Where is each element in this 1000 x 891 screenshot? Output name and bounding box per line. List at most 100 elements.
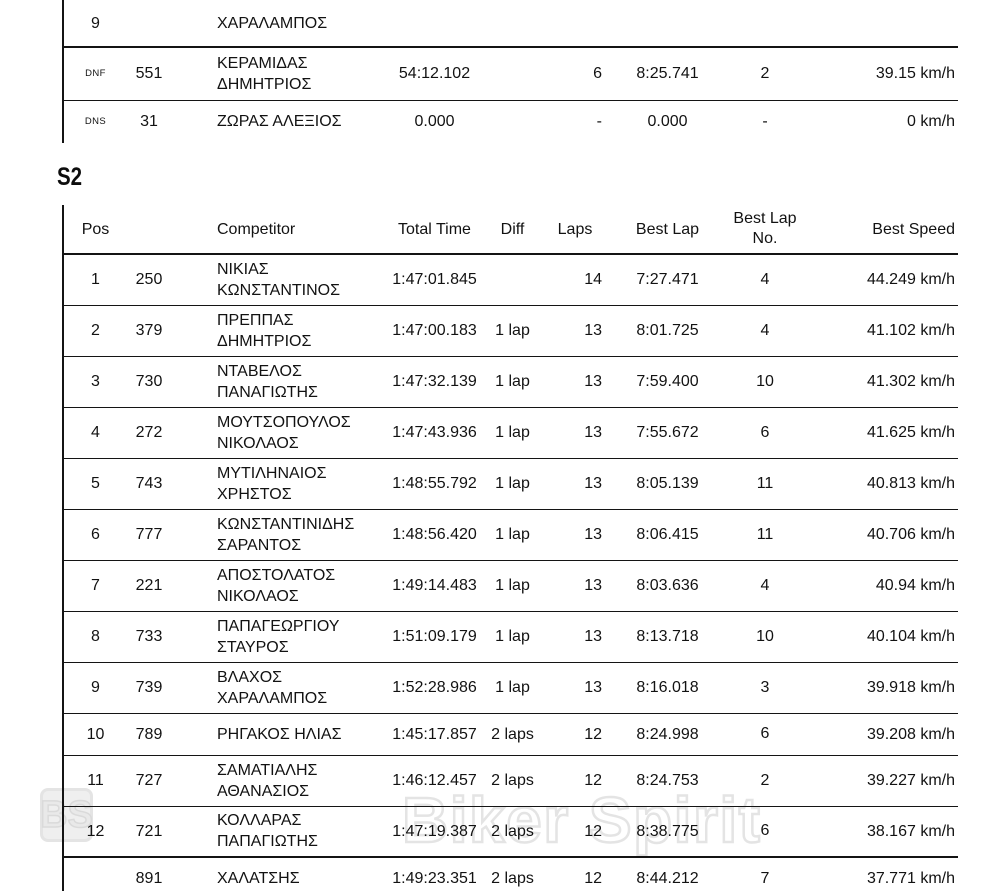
laps-cell: 13 <box>540 458 610 510</box>
best-lap-no-cell: 11 <box>725 458 805 510</box>
best-speed-cell: 41.625 km/h <box>805 407 958 459</box>
competitor-name-cell: ΧΑΡΑΛΑΜΠΟΣ <box>179 0 384 48</box>
total-time-cell: 1:45:17.857 <box>384 713 485 756</box>
total-time-cell: 1:47:19.387 <box>384 806 485 858</box>
competitor-name-cell: ΜΥΤΙΛΗΝΑΙΟΣ ΧΡΗΣΤΟΣ <box>179 458 384 510</box>
best-lap-cell: 8:01.725 <box>610 305 725 357</box>
competitor-number-cell: 31 <box>140 113 158 131</box>
column-header-best-speed: Best Speed <box>805 205 958 255</box>
result-row: 9 739 ΒΛΑΧΟΣ ΧΑΡΑΛΑΜΠΟΣ 1:52:28.986 1 la… <box>63 662 958 714</box>
total-time-cell: 1:46:12.457 <box>384 755 485 807</box>
best-lap-cell: 8:24.998 <box>610 713 725 756</box>
competitor-number-cell: 891 <box>135 870 163 887</box>
laps-cell: 12 <box>540 806 610 858</box>
laps-cell: 13 <box>540 305 610 357</box>
result-row: 3 730 ΝΤΑΒΕΛΟΣ ΠΑΝΑΓΙΩΤΗΣ 1:47:32.139 1 … <box>63 356 958 408</box>
position-cell: 5 <box>63 458 119 510</box>
total-time-cell: 54:12.102 <box>384 47 485 101</box>
best-lap-cell: 8:03.636 <box>610 560 725 612</box>
best-lap-no-cell: 4 <box>725 305 805 357</box>
competitor-number-cell: 733 <box>119 611 179 663</box>
best-lap-no-cell: 7 <box>760 869 770 887</box>
best-speed-cell: 39.208 km/h <box>805 713 958 756</box>
best-lap-no-cell: 4 <box>725 254 805 306</box>
column-header-competitor: Competitor <box>179 205 384 255</box>
best-speed-cell: 40.94 km/h <box>805 560 958 612</box>
competitor-name-cell: ΖΩΡΑΣ ΑΛΕΞΙΟΣ <box>217 113 342 131</box>
competitor-number-cell: 551 <box>119 47 179 101</box>
section-heading-s2: S2 <box>57 163 83 191</box>
position-cell: 9 <box>63 0 119 48</box>
competitor-name-cell: ΠΑΠΑΓΕΩΡΓΙΟΥ ΣΤΑΥΡΟΣ <box>179 611 384 663</box>
position-cell: 3 <box>63 356 119 408</box>
position-cell: 6 <box>63 509 119 561</box>
result-row: 6 777 ΚΩΝΣΤΑΝΤΙΝΙΔΗΣ ΣΑΡΑΝΤΟΣ 1:48:56.42… <box>63 509 958 561</box>
position-cell: 11 <box>63 755 119 807</box>
best-speed-cell: 40.813 km/h <box>805 458 958 510</box>
position-cell: 1 <box>63 254 119 306</box>
competitor-name-cell: ΒΛΑΧΟΣ ΧΑΡΑΛΑΜΠΟΣ <box>179 662 384 714</box>
best-lap-cell: 0.000 <box>647 113 688 131</box>
result-row: 12 721 ΚΟΛΛΑΡΑΣ ΠΑΠΑΓΙΩΤΗΣ 1:47:19.387 2… <box>63 806 958 858</box>
best-lap-no-cell: 2 <box>725 755 805 807</box>
competitor-name-cell: ΜΟΥΤΣΟΠΟΥΛΟΣ ΝΙΚΟΛΑΟΣ <box>179 407 384 459</box>
column-header-laps: Laps <box>540 205 610 255</box>
total-time-cell: 1:47:01.845 <box>384 254 485 306</box>
position-cell: 8 <box>63 611 119 663</box>
header-row: Pos Competitor Total Time Diff Laps Best… <box>63 205 958 255</box>
diff-cell <box>485 100 540 143</box>
result-row: 5 743 ΜΥΤΙΛΗΝΑΙΟΣ ΧΡΗΣΤΟΣ 1:48:55.792 1 … <box>63 458 958 510</box>
laps-cell: 13 <box>540 509 610 561</box>
best-lap-no-cell: 6 <box>725 806 805 858</box>
best-lap-no-cell: 6 <box>725 713 805 756</box>
best-speed-cell: 40.104 km/h <box>805 611 958 663</box>
best-lap-cell: 7:59.400 <box>610 356 725 408</box>
position-cell: DNF <box>63 47 119 101</box>
result-row: DNS 31 ΖΩΡΑΣ ΑΛΕΞΙΟΣ 0.000 - 0.000 - 0 k… <box>63 100 958 143</box>
diff-cell: 1 lap <box>485 611 540 663</box>
diff-cell: 2 laps <box>491 870 534 887</box>
competitor-number-cell: 739 <box>119 662 179 714</box>
competitor-name-cell: ΝΙΚΙΑΣ ΚΩΝΣΤΑΝΤΙΝΟΣ <box>179 254 384 306</box>
best-speed-cell: 39.15 km/h <box>805 47 958 101</box>
best-lap-cell: 7:27.471 <box>610 254 725 306</box>
laps-cell: - <box>596 113 602 131</box>
total-time-cell: 1:47:43.936 <box>384 407 485 459</box>
best-speed-cell: 41.302 km/h <box>805 356 958 408</box>
total-time-cell: 1:47:32.139 <box>384 356 485 408</box>
position-cell: 10 <box>63 713 119 756</box>
best-lap-cell: 8:05.139 <box>610 458 725 510</box>
best-speed-cell: 37.771 km/h <box>866 870 955 887</box>
competitor-number-cell: 789 <box>119 713 179 756</box>
result-row: 7 221 ΑΠΟΣΤΟΛΑΤΟΣ ΝΙΚΟΛΑΟΣ 1:49:14.483 1… <box>63 560 958 612</box>
laps-cell: 14 <box>540 254 610 306</box>
laps-cell: 13 <box>540 662 610 714</box>
best-lap-cell <box>610 0 725 48</box>
competitor-name-cell: ΝΤΑΒΕΛΟΣ ΠΑΝΑΓΙΩΤΗΣ <box>179 356 384 408</box>
best-speed-cell: 39.227 km/h <box>805 755 958 807</box>
diff-cell: 1 lap <box>485 560 540 612</box>
diff-cell <box>485 0 540 48</box>
competitor-number-cell: 272 <box>119 407 179 459</box>
laps-cell: 12 <box>584 870 602 887</box>
competitor-number-cell: 721 <box>119 806 179 858</box>
competitor-number-cell: 379 <box>119 305 179 357</box>
result-row: 891 ΧΑΛΑΤΣΗΣ 1:49:23.351 2 laps 12 8:44.… <box>63 857 958 891</box>
best-speed-cell: 0 km/h <box>906 113 955 131</box>
competitor-name-cell: ΑΠΟΣΤΟΛΑΤΟΣ ΝΙΚΟΛΑΟΣ <box>179 560 384 612</box>
result-row: 1 250 ΝΙΚΙΑΣ ΚΩΝΣΤΑΝΤΙΝΟΣ 1:47:01.845 14… <box>63 254 958 306</box>
best-lap-cell: 8:13.718 <box>610 611 725 663</box>
competitor-name-cell: ΚΩΝΣΤΑΝΤΙΝΙΔΗΣ ΣΑΡΑΝΤΟΣ <box>179 509 384 561</box>
best-lap-cell: 8:24.753 <box>610 755 725 807</box>
competitor-number-cell: 250 <box>119 254 179 306</box>
competitor-name-cell: ΧΑΛΑΤΣΗΣ <box>217 870 300 887</box>
best-lap-cell: 7:55.672 <box>610 407 725 459</box>
best-speed-cell: 39.918 km/h <box>805 662 958 714</box>
position-cell: 9 <box>63 662 119 714</box>
result-row: DNF 551 ΚΕΡΑΜΙΔΑΣ ΔΗΜΗΤΡΙΟΣ 54:12.102 6 … <box>63 47 958 101</box>
column-header-best-lap-no: Best Lap No. <box>725 205 805 255</box>
diff-cell <box>485 254 540 306</box>
laps-cell: 12 <box>540 713 610 756</box>
best-lap-no-cell <box>725 0 805 48</box>
